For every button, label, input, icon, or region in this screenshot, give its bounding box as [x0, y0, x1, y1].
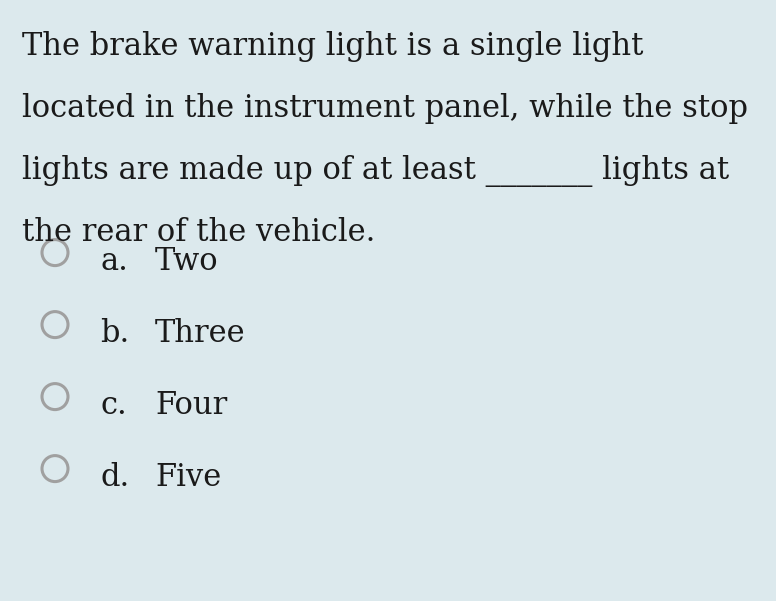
Text: Three: Three: [155, 318, 246, 349]
Text: Five: Five: [155, 462, 221, 493]
Text: located in the instrument panel, while the stop: located in the instrument panel, while t…: [22, 93, 748, 124]
Text: b.: b.: [100, 318, 130, 349]
Text: Two: Two: [155, 246, 219, 277]
Text: Four: Four: [155, 390, 227, 421]
Text: d.: d.: [100, 462, 130, 493]
Text: lights are made up of at least _______ lights at: lights are made up of at least _______ l…: [22, 155, 729, 187]
Text: The brake warning light is a single light: The brake warning light is a single ligh…: [22, 31, 643, 62]
Text: a.: a.: [100, 246, 128, 277]
Text: c.: c.: [100, 390, 126, 421]
Text: the rear of the vehicle.: the rear of the vehicle.: [22, 217, 376, 248]
